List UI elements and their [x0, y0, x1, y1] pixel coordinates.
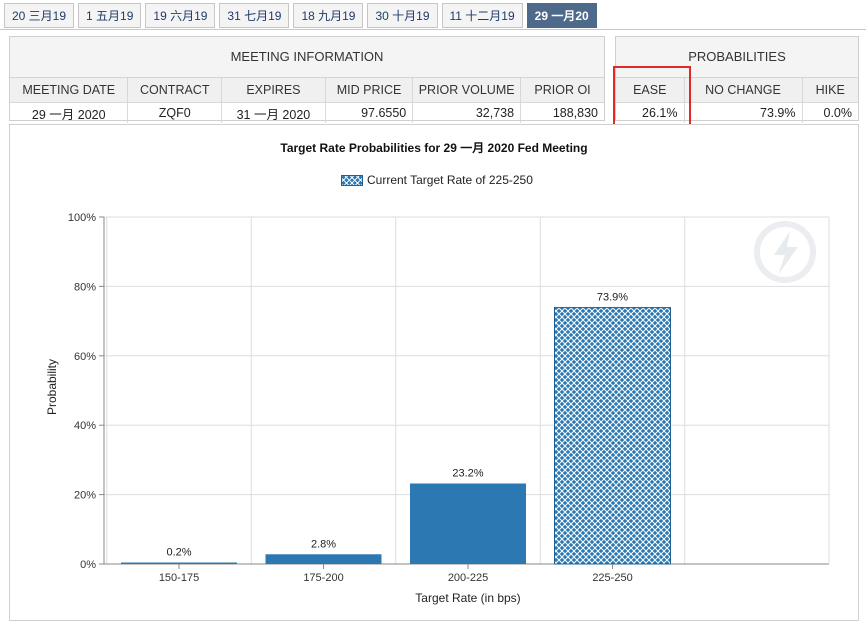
table-row: 26.1% 73.9% 0.0%: [616, 102, 858, 123]
x-tick-label: 150-175: [159, 572, 199, 584]
contract-value: ZQF0: [127, 102, 223, 123]
col-meeting-date: MEETING DATE: [10, 78, 129, 103]
chart-title: Target Rate Probabilities for 29 一月 2020…: [280, 141, 588, 155]
y-tick-label: 80%: [74, 281, 96, 293]
probability-chart: Probability Target Rate (in bps) 0% 20% 40…: [45, 212, 830, 605]
watermark-logo: [754, 221, 816, 283]
tab-31-jul-19[interactable]: 31 七月19: [219, 3, 290, 28]
legend-hatch-swatch: [341, 174, 363, 186]
table-row: 29 一月 2020 ZQF0 31 一月 2020 97.6550 32,73…: [10, 102, 604, 123]
bar-value-label: 2.8%: [311, 538, 336, 550]
col-mid-price: MID PRICE: [325, 78, 414, 103]
y-tick-label: 20%: [74, 490, 96, 502]
x-tick-label: 175-200: [303, 572, 343, 584]
tab-20-mar-19[interactable]: 20 三月19: [4, 3, 75, 28]
meeting-info-table: MEETING DATE CONTRACT EXPIRES MID PRICE …: [10, 78, 604, 123]
expires-value: 31 一月 2020: [221, 102, 326, 123]
chart-panel: Target Rate Probabilities for 29 一月 2020…: [9, 124, 859, 621]
bar-value-label: 73.9%: [597, 292, 628, 304]
mid-price-value: 97.6550: [325, 102, 414, 123]
y-tick-label: 40%: [74, 420, 96, 432]
bar-200-225: [410, 483, 526, 564]
col-prior-volume: PRIOR VOLUME: [412, 78, 522, 103]
meeting-date-value: 29 一月 2020: [10, 102, 129, 123]
chart-legend[interactable]: Current Target Rate of 225-250: [341, 173, 533, 187]
probabilities-table: EASE NO CHANGE HIKE 26.1% 73.9% 0.0%: [616, 78, 858, 123]
y-tick-label: 60%: [74, 351, 96, 363]
tab-18-sep-19[interactable]: 18 九月19: [293, 3, 364, 28]
tab-divider: [0, 29, 866, 30]
meeting-info-header: MEETING INFORMATION: [10, 37, 604, 78]
bar-150-175: [121, 562, 237, 564]
meeting-info-header-row: MEETING DATE CONTRACT EXPIRES MID PRICE …: [10, 78, 604, 103]
x-tick-label: 225-250: [592, 572, 632, 584]
col-hike: HIKE: [802, 78, 858, 103]
prior-volume-value: 32,738: [412, 102, 522, 123]
hike-value: 0.0%: [823, 106, 853, 120]
meeting-info-panel: MEETING INFORMATION MEETING DATE CONTRAC…: [9, 36, 605, 123]
tab-30-oct-19[interactable]: 30 十月19: [367, 3, 438, 28]
probabilities-header: PROBABILITIES: [616, 37, 858, 78]
tab-11-dec-19[interactable]: 11 十二月19: [441, 3, 523, 28]
probabilities-panel: PROBABILITIES EASE NO CHANGE HIKE 26.1% …: [615, 36, 859, 123]
ease-value: 26.1%: [616, 102, 685, 123]
meeting-tabs: 20 三月19 1 五月19 19 六月19 31 七月19 18 九月19 3…: [4, 3, 597, 30]
col-ease: EASE: [616, 78, 685, 103]
no-change-value: 73.9%: [684, 102, 803, 123]
probabilities-header-row: EASE NO CHANGE HIKE: [616, 78, 858, 103]
y-axis-label: Probability: [45, 359, 59, 415]
bar-value-label: 0.2%: [166, 547, 191, 559]
tab-29-jan-20[interactable]: 29 一月20: [526, 3, 597, 28]
col-contract: CONTRACT: [127, 78, 223, 103]
prior-oi-value: 188,830: [552, 106, 598, 120]
tab-1-may-19[interactable]: 1 五月19: [78, 3, 142, 28]
y-tick-label: 100%: [68, 212, 96, 224]
bar-225-250: [554, 307, 671, 565]
legend-label: Current Target Rate of 225-250: [367, 173, 533, 187]
lightning-icon: [774, 231, 798, 275]
tab-19-jun-19[interactable]: 19 六月19: [145, 3, 216, 28]
y-tick-label: 0%: [80, 559, 96, 571]
bar-value-label: 23.2%: [452, 467, 483, 479]
bar-175-200: [265, 554, 382, 564]
ease-highlight-box: [613, 66, 691, 128]
col-prior-oi: PRIOR OI: [520, 78, 604, 103]
x-tick-label: 200-225: [448, 572, 488, 584]
col-expires: EXPIRES: [221, 78, 326, 103]
x-axis-label: Target Rate (in bps): [415, 591, 520, 605]
col-no-change: NO CHANGE: [684, 78, 803, 103]
